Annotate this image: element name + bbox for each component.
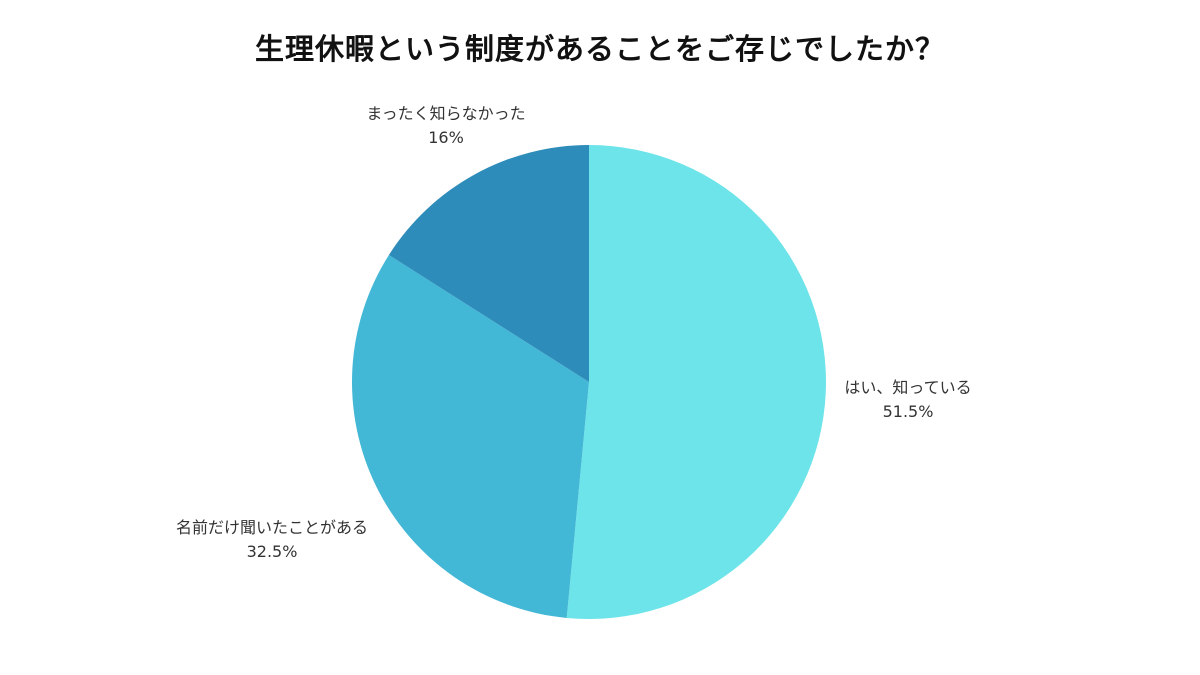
slice-label-2: 名前だけ聞いたことがある bbox=[176, 518, 368, 537]
pie-slices bbox=[351, 145, 826, 619]
pie-slice-3 bbox=[388, 145, 589, 382]
slice-value-1: 51.5% bbox=[883, 402, 934, 421]
chart-title: 生理休暇という制度があることをご存じでしたか？ bbox=[254, 32, 945, 66]
pie-slice-1 bbox=[566, 145, 826, 619]
slice-value-3: 16% bbox=[428, 128, 464, 147]
pie-labels: はい、知っている 51.5% 名前だけ聞いたことがある 32.5% まったく知らなかった… bbox=[176, 104, 972, 561]
slice-label-1: はい、知っている bbox=[844, 378, 971, 397]
slice-label-3: まったく知らなかった bbox=[366, 104, 525, 123]
pie-slice-2 bbox=[351, 255, 589, 618]
slice-value-2: 32.5% bbox=[247, 542, 298, 561]
